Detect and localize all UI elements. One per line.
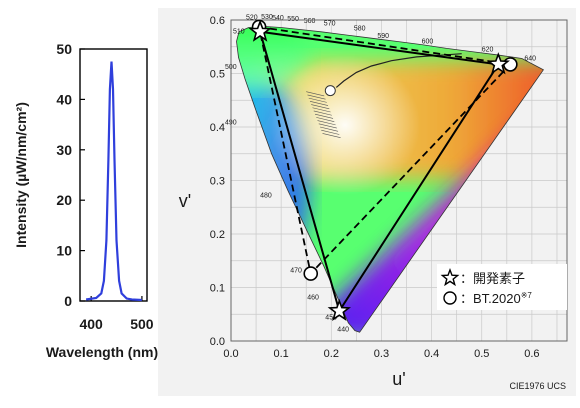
wavelength-label: 620 bbox=[482, 47, 494, 54]
cie-xtick-label: 0.5 bbox=[474, 348, 489, 360]
spectrum-xtick-label: 400 bbox=[79, 316, 103, 332]
cct-hatch-line bbox=[318, 123, 337, 129]
wavelength-label: 450 bbox=[325, 315, 337, 322]
wavelength-label: 580 bbox=[354, 26, 366, 33]
spectrum-ytick-label: 40 bbox=[56, 91, 72, 107]
legend-box bbox=[437, 264, 567, 310]
spectrum-line bbox=[85, 61, 142, 302]
cie-footer: CIE1976 UCS bbox=[509, 381, 566, 391]
wavelength-label: 470 bbox=[290, 268, 302, 275]
wavelength-label: 560 bbox=[304, 18, 316, 25]
cie-xtick-label: 0.0 bbox=[223, 348, 238, 360]
wavelength-label: 540 bbox=[272, 15, 284, 22]
bt2020-point-marker bbox=[503, 57, 518, 72]
cie-ytick-label: 0.2 bbox=[210, 229, 225, 241]
cct-hatch-line bbox=[309, 101, 329, 106]
wavelength-label: 440 bbox=[337, 326, 349, 333]
wavelength-label: 460 bbox=[307, 294, 319, 301]
cie-ticks: 0.0 0.1 0.2 0.3 0.4 0.5 0.6 0.0 0.1 0.2 0.3 0.4 0.5 0… bbox=[210, 15, 540, 360]
cie-xtick-label: 0.3 bbox=[374, 348, 389, 360]
spectrum-ytick-label: 10 bbox=[56, 243, 72, 259]
legend-circle-icon bbox=[443, 291, 457, 305]
cie-legend: ：開発素子 ：BT.2020※7 bbox=[437, 264, 567, 310]
cie-xlabel: u' bbox=[392, 369, 405, 389]
cie-ytick-label: 0.6 bbox=[210, 15, 225, 27]
legend-bt-label: ：BT.2020※7 bbox=[460, 291, 532, 306]
device-point-star bbox=[327, 298, 351, 321]
device-point-star bbox=[248, 19, 272, 42]
cct-hatch-line bbox=[312, 107, 331, 113]
planckian-locus-curve bbox=[335, 53, 462, 88]
spectrum-xlabel: Wavelength (nm) bbox=[46, 344, 158, 360]
device-point-star bbox=[486, 52, 510, 75]
spectrum-ytick-label: 0 bbox=[64, 293, 72, 309]
spectrum-xtick-label: 500 bbox=[130, 316, 154, 332]
cie-ytick-label: 0.5 bbox=[210, 69, 225, 81]
cct-isotemperature-lines bbox=[306, 91, 341, 138]
cie-xtick-label: 0.2 bbox=[324, 348, 339, 360]
wavelength-label: 530 bbox=[261, 14, 273, 21]
bt2020-gamut-triangle bbox=[257, 25, 513, 276]
device-gamut-triangle bbox=[258, 30, 500, 314]
cie-ytick-label: 0.4 bbox=[210, 122, 225, 134]
wavelength-label: 590 bbox=[377, 33, 389, 40]
wavelength-label: 640 bbox=[524, 56, 536, 63]
cie-ytick-label: 0.1 bbox=[210, 283, 225, 295]
bt2020-point-marker bbox=[303, 266, 319, 281]
cct-hatch-line bbox=[307, 94, 326, 100]
cct-hatch-line bbox=[319, 126, 339, 132]
wavelength-label: 480 bbox=[260, 193, 272, 200]
cct-hatch-line bbox=[314, 113, 334, 119]
cie-xtick-label: 0.6 bbox=[524, 348, 539, 360]
wavelength-label: 570 bbox=[324, 20, 336, 27]
spectrum-ytick-label: 20 bbox=[56, 192, 72, 208]
cie-xtick-label: 0.4 bbox=[424, 348, 439, 360]
spectrum-ticks: 0 10 20 30 40 50 400 500 bbox=[56, 41, 153, 332]
cct-hatch-line bbox=[311, 104, 330, 110]
cie-ytick-label: 0.3 bbox=[210, 176, 225, 188]
wavelength-label: 510 bbox=[233, 28, 245, 35]
wavelength-label: 520 bbox=[246, 15, 258, 22]
spectrum-ytick-label: 50 bbox=[56, 41, 72, 57]
white-point-marker bbox=[324, 85, 336, 97]
cie-ytick-label: 0.0 bbox=[210, 336, 225, 348]
cie-plot-frame bbox=[230, 19, 568, 342]
cct-hatch-line bbox=[322, 133, 341, 138]
spectrum-ytick-label: 30 bbox=[56, 142, 72, 158]
cct-hatch-line bbox=[306, 91, 325, 97]
cct-hatch-line bbox=[308, 97, 327, 103]
legend-star-icon bbox=[440, 268, 460, 287]
cct-hatch-line bbox=[313, 110, 332, 116]
cie-ylabel: v' bbox=[179, 191, 191, 211]
cct-hatch-line bbox=[316, 117, 335, 122]
cct-hatch-line bbox=[321, 129, 340, 135]
wavelength-label: 600 bbox=[422, 39, 434, 46]
spectrum-chart: 0 10 20 30 40 50 400 500 Wavelength (nm) Intens… bbox=[13, 41, 158, 360]
legend-device-label: ：開発素子 bbox=[460, 271, 525, 286]
spectrum-ylabel: Intensity (µW/nm/cm²) bbox=[13, 102, 29, 248]
device-markers bbox=[248, 19, 510, 321]
cct-hatch-line bbox=[317, 120, 336, 126]
cie-xtick-label: 0.1 bbox=[274, 348, 289, 360]
